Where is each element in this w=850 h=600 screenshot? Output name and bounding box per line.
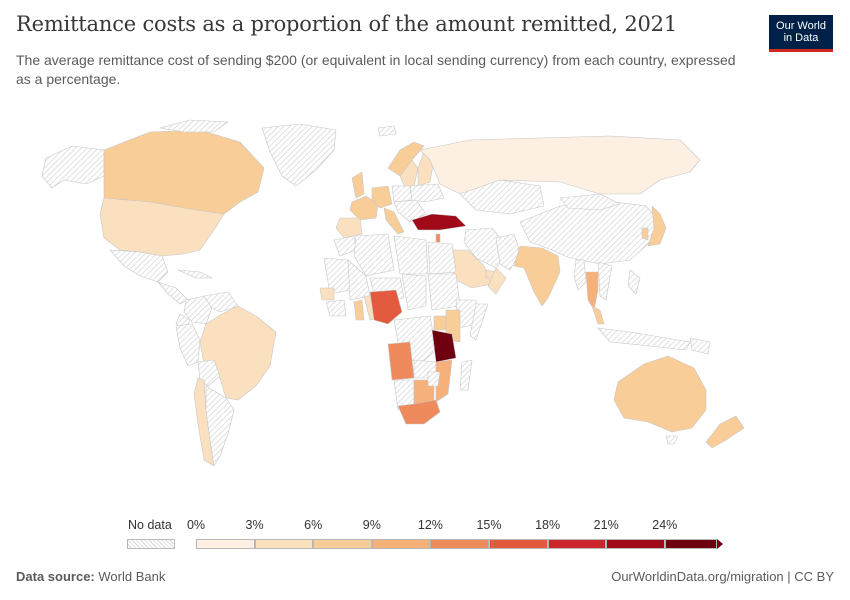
legend-color-bin[interactable]: [547, 539, 607, 549]
chart-subtitle: The average remittance cost of sending $…: [16, 52, 736, 87]
legend-color-bin[interactable]: [664, 539, 717, 549]
country-papua-new-guinea[interactable]: [689, 337, 711, 355]
country-malaysia[interactable]: [591, 305, 605, 325]
legend-tick-label: 18%: [535, 518, 561, 532]
country-indonesia[interactable]: [597, 327, 691, 351]
country-pakistan[interactable]: [495, 233, 521, 271]
legend-color-bin[interactable]: [489, 539, 548, 549]
legend-tick-label: 24%: [652, 518, 678, 532]
country-morocco[interactable]: [333, 235, 357, 257]
country-oman[interactable]: [487, 267, 507, 295]
legend-tick-label: 21%: [593, 518, 619, 532]
owid-logo[interactable]: Our World in Data: [769, 15, 833, 52]
country-australia[interactable]: [613, 355, 707, 433]
country-greenland[interactable]: [261, 123, 337, 187]
country-guinea[interactable]: [325, 299, 347, 317]
country-madagascar[interactable]: [459, 359, 473, 391]
country-south-africa[interactable]: [397, 399, 441, 425]
country-zimbabwe[interactable]: [427, 371, 441, 387]
legend-color-bin[interactable]: [606, 539, 665, 549]
country-turkey[interactable]: [411, 213, 467, 231]
country-mongolia[interactable]: [559, 193, 621, 211]
source-url[interactable]: OurWorldinData.org/migration | CC BY: [611, 569, 834, 584]
country-caribbean[interactable]: [177, 269, 213, 279]
country-arctic-islands[interactable]: [159, 119, 229, 133]
country-united-states[interactable]: [99, 197, 225, 257]
legend-tick-label: 3%: [245, 518, 264, 532]
country-uganda[interactable]: [433, 315, 447, 331]
legend-tick-label: 9%: [362, 518, 381, 532]
country-libya[interactable]: [393, 235, 429, 275]
legend-color-bin[interactable]: [313, 539, 372, 549]
legend-arrow: [716, 539, 723, 549]
data-source-value[interactable]: World Bank: [98, 569, 166, 584]
legend-color-bin[interactable]: [430, 539, 489, 549]
country-tanzania[interactable]: [431, 329, 457, 363]
country-iceland[interactable]: [377, 125, 397, 137]
country-vietnam[interactable]: [597, 261, 613, 301]
country-united-kingdom[interactable]: [351, 171, 365, 199]
logo-line-1: Our World: [776, 20, 826, 32]
country-india[interactable]: [513, 245, 561, 307]
country-spain[interactable]: [335, 217, 363, 239]
world-map[interactable]: [0, 110, 850, 510]
legend-tick-label: 15%: [476, 518, 502, 532]
country-argentina[interactable]: [205, 385, 235, 467]
country-somalia[interactable]: [469, 303, 489, 341]
legend-color-bin[interactable]: [254, 539, 314, 549]
country-venezuela[interactable]: [203, 291, 239, 313]
country-russia[interactable]: [419, 135, 701, 195]
legend-color-bin[interactable]: [196, 539, 255, 549]
country-germany[interactable]: [371, 185, 393, 209]
country-new-zealand[interactable]: [705, 415, 745, 449]
color-legend: No data 0% 3% 6% 9% 12% 15% 18% 21% 24%: [0, 515, 850, 555]
country-ghana[interactable]: [353, 299, 365, 321]
legend-no-data-label: No data: [128, 518, 172, 532]
country-japan[interactable]: [647, 205, 667, 247]
country-alaska[interactable]: [41, 145, 105, 189]
country-chad[interactable]: [401, 273, 427, 311]
legend-tick-label: 6%: [304, 518, 323, 532]
country-italy[interactable]: [383, 207, 405, 235]
legend-tick-label: 0%: [186, 518, 206, 532]
country-senegal[interactable]: [319, 287, 335, 301]
legend-tick-label: 12%: [417, 518, 443, 532]
country-sudan[interactable]: [427, 273, 461, 311]
country-algeria[interactable]: [353, 233, 395, 277]
data-source-label: Data source:: [16, 569, 95, 584]
country-mozambique[interactable]: [435, 359, 453, 403]
country-peru[interactable]: [175, 323, 201, 367]
country-cameroon[interactable]: [369, 289, 403, 325]
country-thailand[interactable]: [585, 271, 599, 311]
country-myanmar[interactable]: [573, 259, 587, 291]
country-bolivia[interactable]: [197, 359, 221, 387]
data-source: Data source: World Bank: [16, 569, 165, 584]
country-mexico[interactable]: [109, 249, 169, 283]
country-ukraine[interactable]: [409, 183, 445, 203]
country-central-america[interactable]: [157, 281, 189, 305]
country-philippines[interactable]: [627, 269, 641, 295]
country-angola[interactable]: [387, 341, 415, 381]
chart-title: Remittance costs as a proportion of the …: [16, 12, 677, 36]
country-egypt[interactable]: [427, 241, 457, 275]
country-brazil[interactable]: [199, 305, 277, 401]
country-tasmania[interactable]: [665, 435, 679, 445]
legend-color-bin[interactable]: [371, 539, 431, 549]
country-south-korea[interactable]: [641, 227, 649, 241]
country-kazakhstan[interactable]: [459, 179, 545, 215]
country-france[interactable]: [349, 195, 379, 221]
country-poland[interactable]: [391, 185, 413, 203]
country-lebanon[interactable]: [435, 233, 441, 243]
logo-line-2: in Data: [783, 32, 819, 44]
legend-no-data-swatch[interactable]: [127, 539, 175, 549]
